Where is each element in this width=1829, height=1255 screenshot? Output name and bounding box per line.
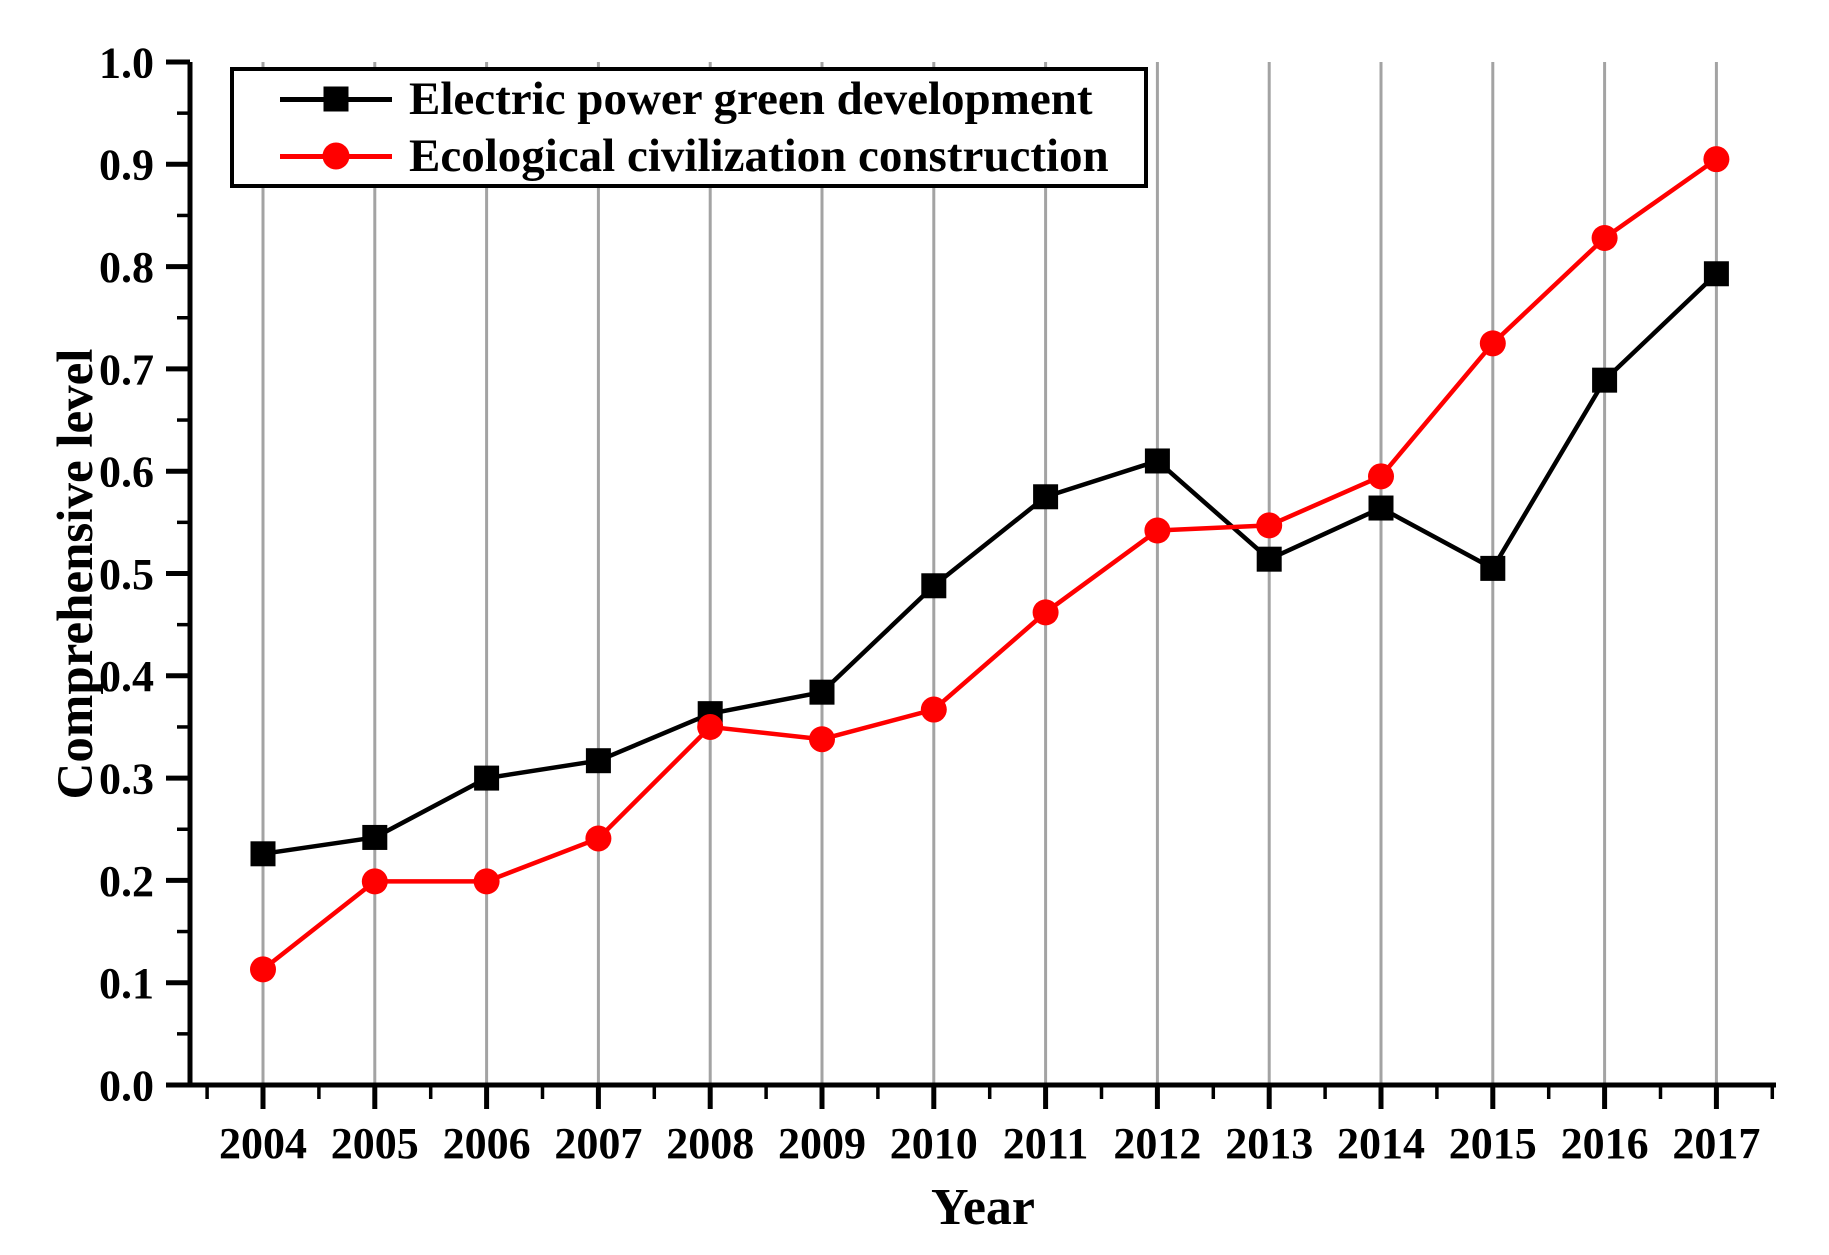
data-point-1-2005 [361,868,388,895]
x-tick-label: 2017 [1672,1119,1760,1168]
x-tick-label: 2004 [219,1119,307,1168]
x-tick-label: 2016 [1561,1119,1649,1168]
x-tick-label: 2010 [890,1119,978,1168]
data-point-1-2011 [1032,599,1059,626]
data-point-0-2013 [1256,546,1282,572]
data-point-1-2014 [1368,463,1394,490]
data-point-1-2012 [1144,517,1171,544]
legend-label: Ecological civilization construction [409,129,1109,182]
data-point-0-2016 [1592,367,1618,393]
data-point-1-2007 [585,825,612,852]
data-point-1-2016 [1591,224,1618,251]
legend-sample-line [280,84,392,114]
data-point-0-2017 [1703,261,1729,287]
y-tick-label: 0.7 [99,345,154,394]
y-tick-label: 0.6 [99,448,154,497]
square-marker-icon [323,86,349,112]
y-tick-label: 1.0 [99,38,154,87]
data-point-0-2010 [921,573,947,599]
y-tick-label: 0.5 [99,550,154,599]
data-point-0-2004 [250,841,276,867]
x-tick-label: 2008 [666,1119,754,1168]
data-point-0-2015 [1480,555,1506,581]
x-tick-label: 2012 [1113,1119,1201,1168]
legend-item-ecological-civilization-construction: Ecological civilization construction [280,130,1144,183]
data-point-0-2014 [1368,495,1394,521]
data-point-0-2011 [1033,484,1059,510]
data-point-0-2005 [362,824,388,850]
data-point-0-2009 [809,679,835,705]
data-point-1-2004 [250,956,276,983]
x-axis-title: Year [931,1179,1035,1236]
data-point-1-2006 [473,868,500,895]
series-line-1 [261,157,1718,972]
y-tick-label: 0.4 [99,652,154,701]
data-point-1-2013 [1256,512,1283,539]
y-tick-label: 0.8 [99,243,154,292]
data-point-1-2008 [697,713,724,740]
legend-sample-line [280,141,392,171]
y-axis-title: Comprehensive level [48,348,104,800]
legend-label: Electric power green development [409,72,1093,125]
data-point-1-2010 [920,696,947,723]
y-tick-label: 0.3 [99,755,154,804]
x-tick-label: 2015 [1449,1119,1537,1168]
data-point-1-2017 [1703,146,1730,173]
x-tick-label: 2009 [778,1119,866,1168]
y-tick-label: 0.1 [99,959,154,1008]
y-tick-label: 0.0 [99,1061,154,1110]
data-point-1-2009 [809,726,835,753]
x-tick-label: 2005 [331,1119,419,1168]
data-point-0-2007 [585,748,611,774]
circle-marker-icon [322,142,350,170]
series-line-0 [262,272,1718,857]
y-tick-label: 0.2 [99,857,154,906]
legend: Electric power green development Ecologi… [230,67,1148,188]
x-tick-label: 2007 [554,1119,642,1168]
data-point-0-2006 [474,765,500,791]
data-point-1-2015 [1479,330,1506,357]
legend-item-electric-power-green-development: Electric power green development [280,73,1144,126]
x-tick-label: 2011 [1003,1119,1089,1168]
data-point-0-2012 [1144,448,1170,474]
x-tick-label: 2006 [443,1119,531,1168]
x-tick-label: 2014 [1337,1119,1425,1168]
x-tick-label: 2013 [1225,1119,1313,1168]
y-tick-label: 0.9 [99,141,154,190]
